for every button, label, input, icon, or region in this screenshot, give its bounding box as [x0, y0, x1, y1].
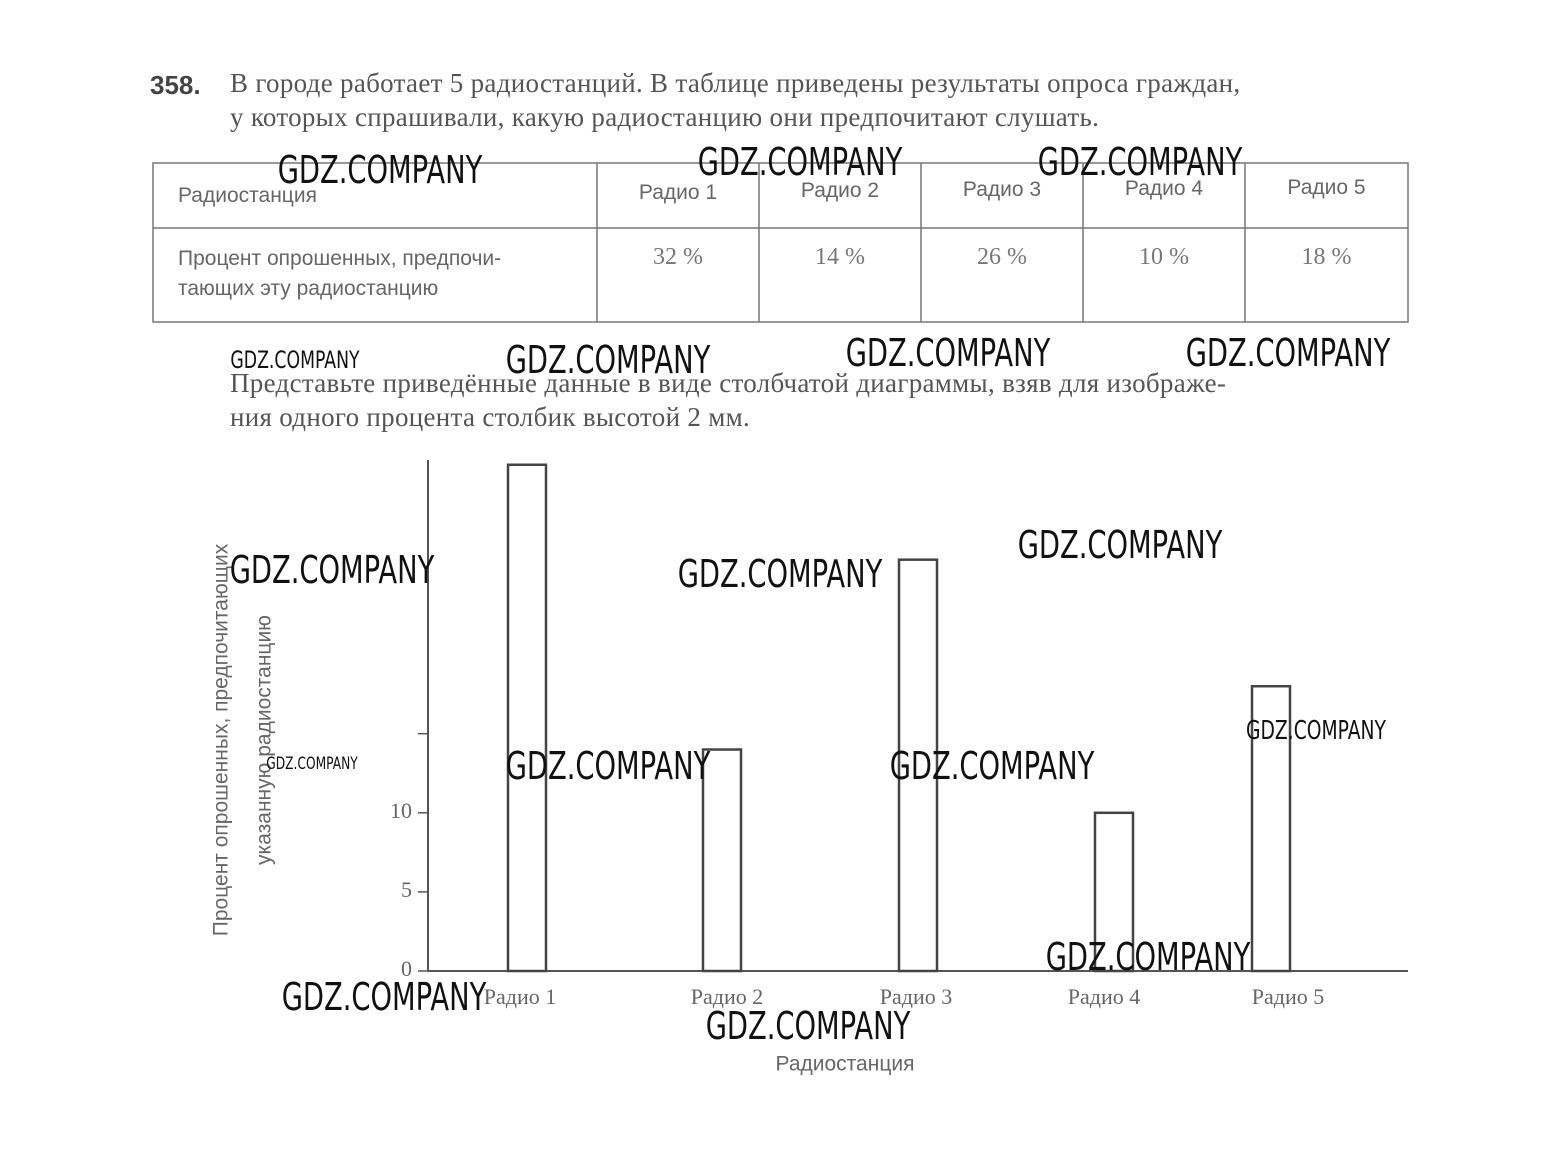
problem-text: у которых спрашивали, какую радиостанцию…: [230, 102, 1100, 132]
watermark: GDZ.COMPANY: [1185, 331, 1391, 375]
bar: [701, 748, 743, 973]
row-label: Процент опрошенных, предпочи-: [178, 247, 502, 270]
y-tick-label: 5: [401, 877, 412, 902]
x-tick-label: Радио 3: [880, 984, 952, 1009]
problem-text: В городе работает 5 радиостанций. В табл…: [230, 68, 1241, 98]
watermark: GDZ.COMPANY: [277, 148, 483, 192]
watermark: GDZ.COMPANY: [229, 548, 435, 592]
watermark: GDZ.COMPANY: [266, 754, 358, 774]
table-header: Радио 4: [1124, 177, 1204, 200]
watermark: GDZ.COMPANY: [1045, 935, 1251, 979]
x-tick-label: Радио 1: [484, 984, 556, 1009]
table-header: Радио 1: [638, 181, 718, 204]
y-tick-label: 0: [401, 956, 412, 981]
x-axis-label: Радиостанция: [776, 1053, 915, 1076]
problem-number: 358.: [150, 70, 201, 100]
table-cell: 14 %: [815, 244, 865, 270]
table-header: Радио 2: [800, 179, 880, 202]
table-cell: 18 %: [1301, 244, 1352, 270]
watermark: GDZ.COMPANY: [230, 346, 360, 374]
bar: [1250, 684, 1292, 973]
bar: [897, 558, 939, 973]
watermark: GDZ.COMPANY: [505, 338, 711, 382]
table-header: Радио 3: [962, 178, 1042, 201]
watermark: GDZ.COMPANY: [1037, 140, 1243, 184]
watermark: GDZ.COMPANY: [677, 552, 883, 596]
row-label: тающих эту радиостанцию: [178, 277, 439, 300]
table-cell: 10 %: [1139, 244, 1189, 270]
task-text: Представьте приведённые данные в виде ст…: [230, 368, 1227, 398]
x-tick-label: Радио 5: [1252, 984, 1324, 1009]
bar: [1093, 811, 1135, 973]
y-axis-label: Процент опрошенных, предпочитающих: [210, 543, 233, 936]
watermark: GDZ.COMPANY: [845, 331, 1051, 375]
watermark: GDZ.COMPANY: [697, 140, 903, 184]
table-cell: 32 %: [653, 244, 703, 270]
watermark: GDZ.COMPANY: [281, 975, 487, 1019]
table-cell: 26 %: [977, 244, 1027, 270]
watermark: GDZ.COMPANY: [1017, 523, 1223, 567]
y-axis-label: указанную радиостанцию: [253, 615, 276, 865]
task-text: ния одного процента столбик высотой 2 мм…: [230, 402, 751, 432]
x-tick-label: Радио 2: [691, 984, 763, 1009]
watermark: GDZ.COMPANY: [505, 744, 711, 788]
x-tick-label: Радио 4: [1068, 984, 1140, 1009]
watermark: GDZ.COMPANY: [889, 744, 1095, 788]
watermark: GDZ.COMPANY: [705, 1004, 911, 1048]
y-tick-label: 10: [390, 798, 412, 823]
table-header: Радио 5: [1287, 176, 1366, 199]
watermark: GDZ.COMPANY: [1246, 716, 1386, 746]
table-header: Радиостанция: [178, 184, 317, 207]
bar: [506, 463, 548, 973]
